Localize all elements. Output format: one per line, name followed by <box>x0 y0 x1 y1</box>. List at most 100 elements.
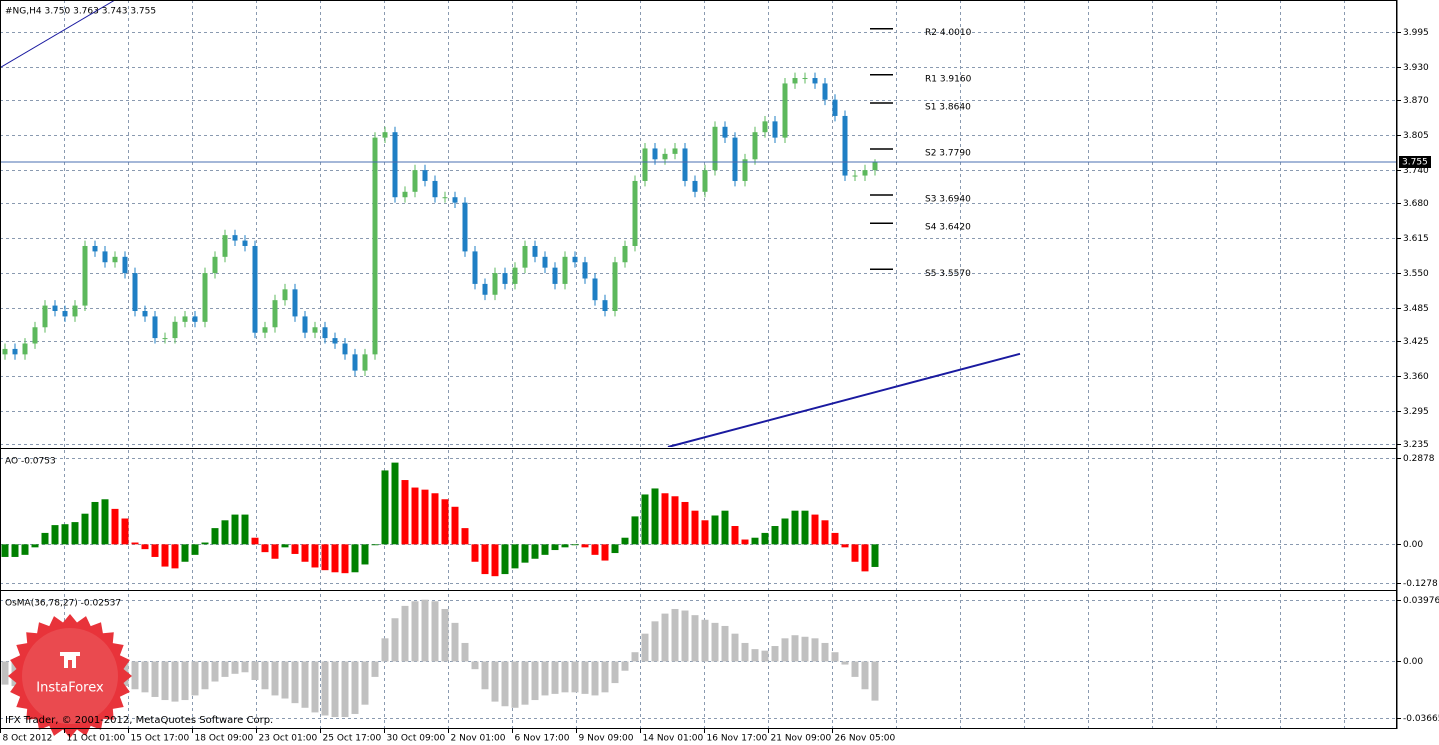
histogram-bar <box>671 608 679 662</box>
histogram-bar <box>801 636 809 662</box>
candle-body <box>102 251 108 263</box>
candle-body <box>302 316 308 333</box>
candle-body <box>292 289 298 317</box>
y-tick-label: 0.2878 <box>1403 454 1435 464</box>
histogram-bar <box>591 661 599 696</box>
logo-text: InstaForex <box>36 681 104 696</box>
histogram-bar <box>551 661 559 694</box>
histogram-bar <box>741 642 749 662</box>
histogram-bar <box>741 539 749 545</box>
histogram-bar <box>721 625 729 662</box>
histogram-bar <box>561 661 569 693</box>
histogram-bar <box>701 520 709 545</box>
histogram-bar <box>61 524 69 545</box>
candle-body <box>412 170 418 192</box>
candle-body <box>402 191 408 198</box>
candle-body <box>542 256 548 268</box>
histogram-bar <box>181 544 189 562</box>
histogram-bar <box>521 544 529 563</box>
histogram-bar <box>341 544 349 574</box>
histogram-bar <box>421 599 429 662</box>
y-tick-label: 3.615 <box>1403 234 1429 244</box>
candle-body <box>442 197 448 199</box>
histogram-bar <box>171 544 179 569</box>
histogram-bar <box>861 661 869 690</box>
histogram-bar <box>351 544 359 573</box>
histogram-bar <box>481 661 489 690</box>
candle-body <box>122 256 128 274</box>
x-tick-label: 18 Oct 09:00 <box>195 734 254 744</box>
mark-layer <box>0 0 1397 718</box>
histogram-bar <box>251 537 259 545</box>
candle-body <box>162 338 168 340</box>
histogram-bar <box>571 661 579 693</box>
histogram-bar <box>271 661 279 696</box>
candle-body <box>222 235 228 257</box>
histogram-bar <box>681 501 689 545</box>
candle-body <box>522 245 528 268</box>
histogram-bar <box>271 544 279 559</box>
histogram-bar <box>471 661 479 670</box>
histogram-bar <box>261 661 269 690</box>
candle-body <box>722 126 728 138</box>
histogram-bar <box>731 633 739 662</box>
candle-body <box>342 343 348 355</box>
histogram-bar <box>771 526 779 545</box>
histogram-bar <box>531 661 539 701</box>
x-tick-label: 30 Oct 09:00 <box>387 734 446 744</box>
histogram-bar <box>201 661 209 690</box>
histogram-bar <box>511 544 519 569</box>
y-tick-label: 3.360 <box>1403 372 1429 382</box>
histogram-bar <box>111 508 119 545</box>
histogram-bar <box>371 661 379 677</box>
candle-body <box>842 115 848 176</box>
histogram-bar <box>441 499 449 545</box>
histogram-bar <box>801 510 809 545</box>
candle-body <box>532 245 538 257</box>
histogram-bar <box>661 613 669 662</box>
candle-body <box>572 256 578 263</box>
pivot-label: S5 3.5570 <box>925 269 971 279</box>
candle-body <box>372 137 378 355</box>
histogram-bar <box>21 544 29 555</box>
candle-body <box>502 273 508 284</box>
histogram-bar <box>231 514 239 545</box>
histogram-bar <box>501 661 509 707</box>
histogram-bar <box>81 513 89 545</box>
histogram-bar <box>551 544 559 551</box>
histogram-bar <box>811 514 819 545</box>
histogram-bar <box>301 661 309 708</box>
histogram-bar <box>51 525 59 545</box>
histogram-bar <box>131 542 139 545</box>
candle-body <box>702 170 708 192</box>
histogram-bar <box>851 661 859 677</box>
x-tick-label: 8 Oct 2012 <box>3 734 53 744</box>
histogram-bar <box>841 661 849 665</box>
histogram-bar <box>281 544 289 548</box>
histogram-bar <box>781 638 789 662</box>
histogram-bar <box>521 661 529 705</box>
candle-body <box>42 305 48 328</box>
candle-body <box>422 170 428 181</box>
candle-body <box>52 305 58 312</box>
histogram-bar <box>851 544 859 562</box>
histogram-bar <box>411 487 419 545</box>
histogram-bar <box>71 522 79 545</box>
histogram-bar <box>361 544 369 565</box>
histogram-bar <box>621 661 629 671</box>
candle-body <box>642 148 648 181</box>
histogram-bar <box>581 661 589 694</box>
candle-body <box>592 278 598 301</box>
histogram-bar <box>461 528 469 545</box>
histogram-bar <box>291 661 299 704</box>
trendline <box>667 352 1021 447</box>
candle-body <box>62 311 68 317</box>
y-tick-label: 3.680 <box>1403 199 1429 209</box>
histogram-bar <box>641 494 649 545</box>
grid-layer <box>0 0 1397 728</box>
candle-body <box>792 78 798 84</box>
candle-body <box>472 251 478 284</box>
pivot-label: R2 4.0010 <box>925 28 972 38</box>
histogram-bar <box>311 661 319 713</box>
